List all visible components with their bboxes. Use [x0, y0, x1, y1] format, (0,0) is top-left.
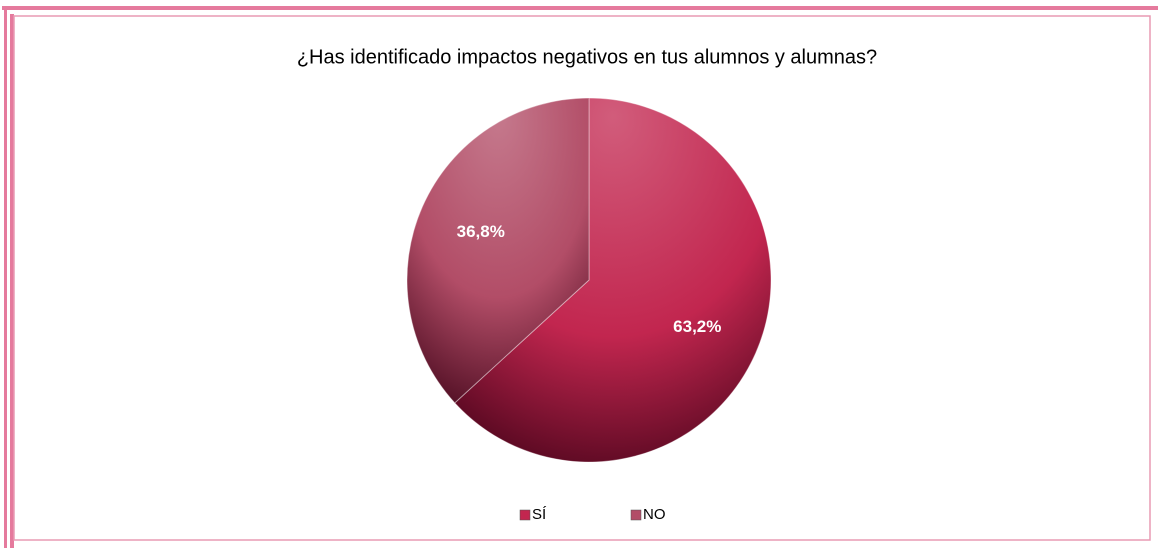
frame-top — [2, 6, 1158, 10]
data-label: 63,2% — [673, 317, 721, 336]
chart-title: ¿Has identificado impactos negativos en … — [297, 46, 877, 68]
frame-left-inner — [10, 14, 14, 548]
legend-label: SÍ — [532, 506, 547, 523]
frame-left — [4, 6, 7, 548]
legend-swatch — [519, 509, 531, 521]
pie-slice — [454, 97, 772, 463]
legend-label: NO — [643, 506, 666, 523]
data-label: 36,8% — [457, 222, 505, 241]
pie-slice — [406, 97, 590, 404]
legend-swatch — [630, 509, 642, 521]
